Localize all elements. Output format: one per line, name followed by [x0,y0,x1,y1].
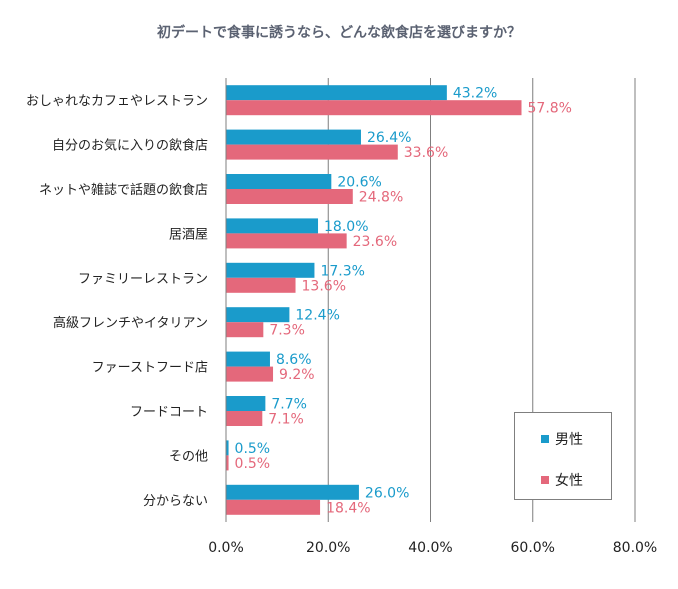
data-label: 7.1% [268,412,304,428]
category-label: おしゃれなカフェやレストラン [26,94,208,109]
chart-title: 初デートで食事に誘うなら、どんな飲食店を選びますか？ [157,25,521,41]
data-label: 18.4% [326,500,370,516]
category-label: 自分のお気に入りの飲食店 [52,138,208,154]
bar-female [226,277,296,293]
bar-female [226,366,274,382]
data-label: 43.2% [453,86,497,102]
data-label: 33.6% [404,145,448,161]
data-label: 23.6% [353,234,397,250]
x-tick-label: 0.0% [208,540,244,556]
bar-female [226,100,522,116]
data-label: 0.5% [235,441,271,457]
data-label: 18.0% [324,219,368,235]
bar-female [226,411,263,426]
data-label: 13.6% [302,278,346,294]
data-label: 17.3% [320,263,364,279]
bar-female [226,322,264,338]
x-tick-label: 60.0% [511,540,555,556]
legend-label-male: 男性 [555,432,583,448]
category-label: 分からない [143,494,208,509]
category-label: 居酒屋 [169,227,208,242]
category-label: 高級フレンチやイタリアン [53,315,208,331]
x-tick-label: 40.0% [408,540,452,556]
bar-male [226,262,315,278]
bar-male [226,129,361,145]
legend-item-female: 女性 [541,470,583,490]
legend-swatch-male [541,435,549,443]
category-label: その他 [169,449,208,464]
category-label: ファーストフード店 [92,361,208,376]
data-label: 24.8% [359,190,403,206]
category-label: ファミリーレストラン [78,272,208,287]
data-label: 0.5% [235,456,271,472]
legend-item-male: 男性 [541,429,583,449]
legend-label-female: 女性 [555,473,583,489]
bar-female [226,189,353,204]
data-label: 57.8% [528,101,572,117]
bar-male [226,440,229,456]
bar-female [226,233,347,249]
bar-female [226,455,229,471]
x-tick-label: 80.0% [613,540,657,556]
data-label: 12.4% [295,308,339,324]
legend-swatch-female [541,476,549,484]
bar-female [226,144,398,160]
data-label: 7.7% [271,397,307,413]
bar-male [226,218,319,234]
data-label: 9.2% [279,367,315,383]
bar-male [226,351,270,367]
bar-male [226,484,359,500]
bar-male [226,396,266,411]
bar-male [226,174,332,189]
data-label: 20.6% [337,175,381,191]
bar-male [226,85,447,101]
category-label: フードコート [130,405,208,420]
legend: 男性 女性 [514,412,612,500]
data-label: 26.0% [365,485,409,501]
bar-male [226,307,290,323]
data-label: 7.3% [269,323,305,339]
x-tick-label: 20.0% [306,540,350,556]
data-label: 26.4% [367,130,411,146]
data-label: 8.6% [276,352,312,368]
bar-female [226,499,321,515]
category-label: ネットや雑誌で話題の飲食店 [39,182,208,198]
